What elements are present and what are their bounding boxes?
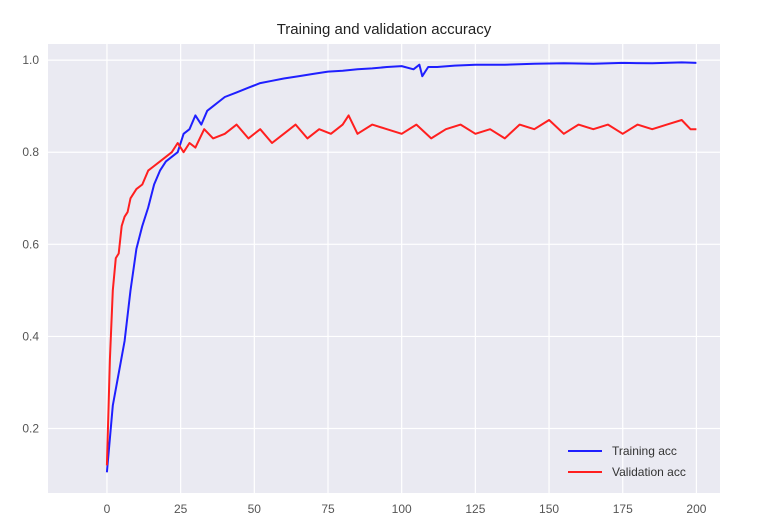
x-tick-label: 100 [392,502,412,516]
chart-title: Training and validation accuracy [277,21,492,38]
series-line-training [105,61,697,473]
x-tick-label: 150 [539,502,559,516]
legend-label: Training acc [612,444,677,458]
grid [48,44,720,493]
tick-labels: 0 25 50 75 100 125 150 175 200 0.2 0.4 0.6 0.8 1.0 [22,53,706,516]
legend-label: Validation acc [612,465,686,479]
legend: Training acc Validation acc [568,444,686,479]
x-tick-label: 75 [321,502,335,516]
x-tick-label: 175 [613,502,633,516]
plot-area [48,44,720,493]
y-tick-label: 1.0 [22,53,39,67]
series-line-validation [105,114,697,466]
x-tick-label: 25 [174,502,188,516]
y-tick-label: 0.2 [22,422,39,436]
series-lines [105,61,697,473]
x-tick-label: 50 [248,502,262,516]
y-tick-label: 0.8 [22,145,39,159]
y-tick-label: 0.4 [22,329,39,343]
y-tick-label: 0.6 [22,237,39,251]
x-tick-label: 200 [686,502,706,516]
x-tick-label: 0 [104,502,111,516]
x-tick-label: 125 [465,502,485,516]
